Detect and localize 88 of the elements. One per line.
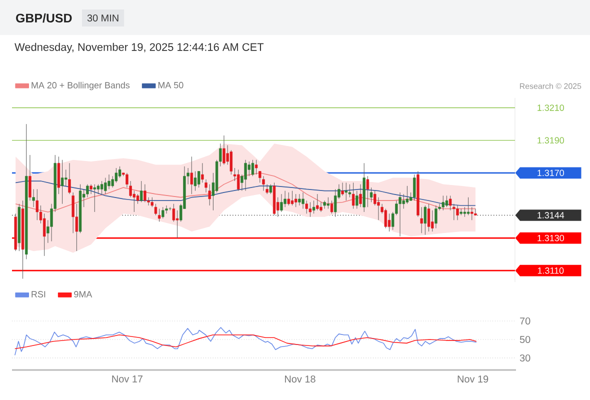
candlestick — [36, 188, 38, 220]
text: Wednesday, November 19, 2025 12:44:16 AM CET — [14, 42, 264, 54]
legend-label: MA 20 + Bollinger Bands — [32, 82, 130, 90]
candlestick — [341, 182, 344, 196]
candlestick — [100, 180, 104, 194]
candlestick — [90, 184, 92, 194]
candlestick — [43, 213, 46, 256]
candlestick — [384, 208, 387, 229]
legend-label: RSI — [32, 291, 46, 298]
candlestick — [352, 182, 355, 209]
x-tick-label: Nov 18 — [285, 376, 316, 383]
candlestick — [398, 192, 402, 237]
candlestick — [104, 178, 107, 194]
candlestick — [248, 161, 250, 176]
candlestick — [474, 208, 477, 216]
y-tick-label: 1.3110 — [538, 267, 564, 274]
candlestick — [334, 188, 337, 218]
y-tick-label: 1.3170 — [538, 170, 564, 176]
candlestick — [463, 206, 466, 218]
y-tick-label: 1.3144 — [538, 212, 564, 218]
candlestick — [140, 180, 143, 202]
candlestick — [308, 202, 312, 218]
candlestick — [118, 166, 122, 178]
candlestick — [280, 194, 283, 212]
candlestick — [93, 184, 96, 212]
candlestick — [254, 160, 258, 175]
candlestick — [466, 197, 470, 216]
candlestick — [294, 194, 298, 208]
candlestick — [316, 194, 319, 211]
candlestick — [162, 206, 164, 219]
candlestick — [406, 186, 409, 204]
line-series — [14, 327, 477, 356]
candlestick — [370, 187, 373, 202]
candlestick — [154, 204, 158, 216]
candlestick — [348, 184, 352, 198]
legend-label: 9MA — [74, 291, 92, 298]
candlestick — [326, 197, 330, 209]
candlestick — [298, 194, 301, 206]
candlestick — [445, 195, 448, 208]
y-tick-label: 1.3210 — [538, 104, 564, 111]
x-tick-label: Nov 19 — [458, 376, 488, 383]
candlestick — [344, 182, 348, 201]
candlestick — [470, 206, 474, 220]
candlestick — [402, 194, 405, 209]
candlestick — [434, 205, 438, 229]
candlestick — [424, 205, 427, 236]
y-tick-label: 30 — [520, 354, 530, 362]
candlestick — [456, 205, 459, 220]
candlestick — [111, 176, 114, 188]
candlestick — [302, 192, 304, 209]
candlestick — [72, 192, 74, 234]
candlestick — [86, 184, 89, 198]
candlestick — [68, 162, 71, 194]
candlestick — [320, 202, 322, 212]
candlestick — [269, 184, 272, 194]
candlestick — [420, 206, 423, 234]
candlestick — [377, 197, 380, 220]
candlestick — [144, 184, 146, 202]
candlestick — [165, 205, 168, 214]
candlestick — [158, 208, 161, 222]
candlestick — [330, 200, 334, 214]
candlestick — [366, 176, 370, 208]
candlestick — [176, 210, 179, 238]
candlestick — [388, 213, 391, 232]
candlestick — [442, 195, 444, 211]
candlestick — [413, 174, 416, 201]
candlestick — [237, 169, 240, 192]
y-tick-label: 50 — [520, 336, 530, 344]
chart-title: GBP/USD — [16, 13, 72, 23]
candlestick — [427, 204, 430, 232]
candlestick — [150, 197, 154, 208]
candlestick — [359, 184, 362, 208]
chart-subtitle: 30 MIN — [87, 14, 118, 22]
candlestick — [172, 204, 176, 222]
candlestick — [108, 174, 110, 190]
legend-label: MA 50 — [158, 82, 184, 88]
candlestick — [60, 160, 64, 204]
candlestick — [201, 162, 204, 183]
candlestick — [244, 160, 247, 192]
x-tick-label: Nov 17 — [112, 376, 142, 382]
y-tick-label: 70 — [520, 317, 530, 325]
candlestick — [190, 156, 193, 194]
y-tick-label: 1.3190 — [538, 137, 564, 144]
y-tick-label: 1.3130 — [538, 234, 564, 242]
candlestick — [251, 160, 254, 176]
candlestick — [287, 192, 290, 206]
candlestick — [222, 135, 226, 166]
candlestick — [290, 190, 294, 206]
